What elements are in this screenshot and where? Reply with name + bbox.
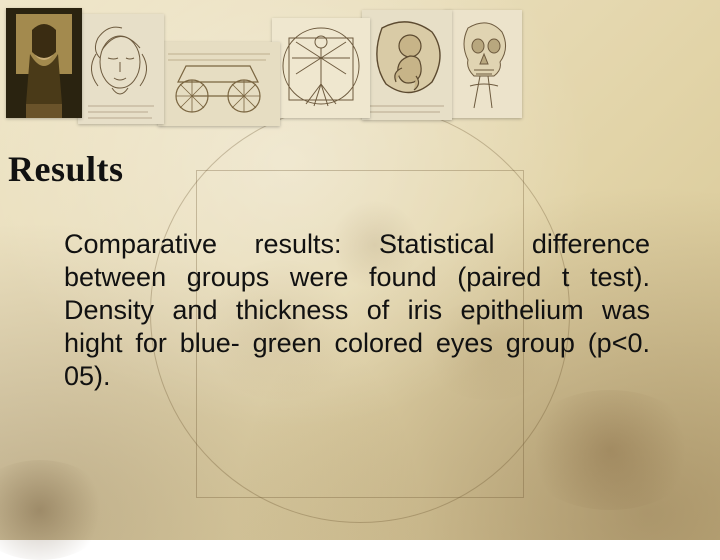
parchment-stain <box>520 390 700 510</box>
thumb-skull-study <box>444 10 522 118</box>
slide-heading: Results <box>8 148 124 190</box>
thumb-vitruvian <box>272 18 370 118</box>
parchment-stain <box>0 460 110 560</box>
thumb-fetus-study <box>362 10 452 120</box>
slide: Results Comparative results: Statistical… <box>0 0 720 540</box>
thumb-cart-sketch <box>158 42 280 126</box>
thumb-mona-lisa <box>6 8 82 118</box>
image-strip <box>6 8 522 126</box>
thumb-head-sketch <box>78 14 164 124</box>
slide-body: Comparative results: Statistical differe… <box>64 228 650 393</box>
